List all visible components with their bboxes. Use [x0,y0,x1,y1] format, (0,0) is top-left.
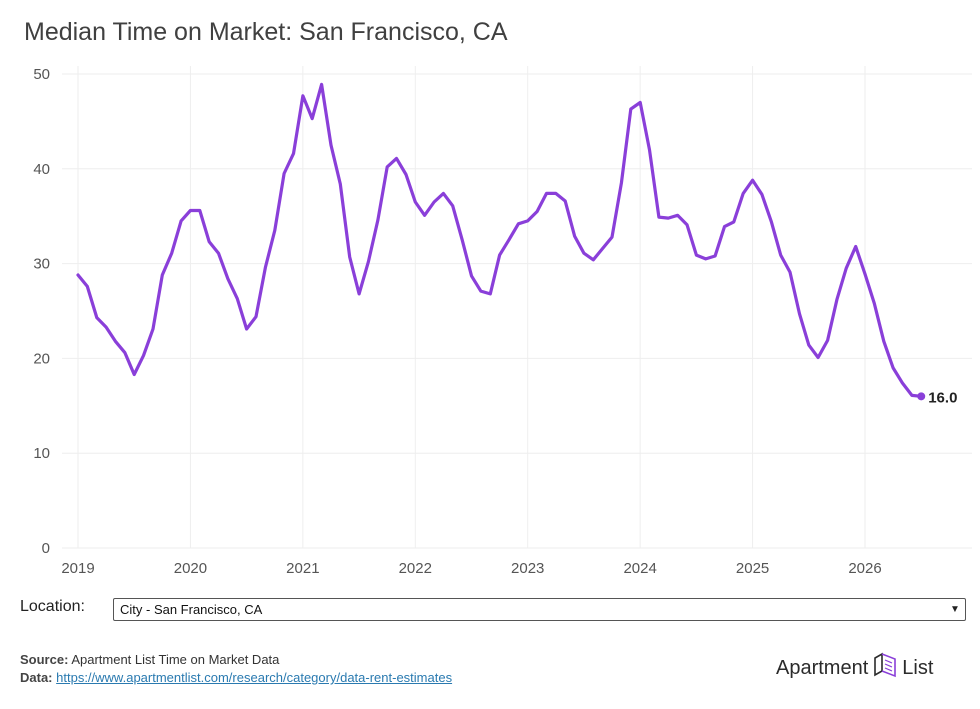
source-label: Source: [20,652,69,667]
end-marker-layer: 16.0 [917,389,957,406]
source-block: Source: Apartment List Time on Market Da… [20,651,452,687]
y-tick-label: 0 [42,540,50,557]
data-link[interactable]: https://www.apartmentlist.com/research/c… [56,670,453,685]
axis-tick-labels: 0 10 20 30 40 50 2019 2020 2021 2022 2023 2024 2025 2… [33,66,881,577]
source-text: Apartment List Time on Market Data [71,652,280,667]
logo-text-right: List [902,656,934,679]
x-tick-label: 2023 [511,560,544,577]
y-tick-label: 20 [33,350,50,367]
x-tick-label: 2021 [286,560,319,577]
data-label: Data: [20,670,53,685]
x-tick-label: 2019 [61,560,94,577]
end-value-label: 16.0 [928,389,957,406]
chart-title: Median Time on Market: San Francisco, CA [24,18,508,46]
x-tick-label: 2025 [736,560,769,577]
location-select-value: City - San Francisco, CA [120,602,263,617]
end-point-marker [917,392,926,401]
apartment-list-logo: Apartment List [776,652,934,684]
y-tick-label: 40 [33,161,50,178]
logo-text-left: Apartment [776,656,869,679]
x-tick-label: 2020 [174,560,207,577]
y-tick-label: 10 [33,445,50,462]
time-on-market-chart: 0 10 20 30 40 50 2019 2020 2021 2022 2023 2024 2025 2… [33,66,972,577]
gridlines [62,66,972,549]
series-line [76,82,923,398]
series-line-layer [76,82,923,398]
x-tick-label: 2022 [399,560,432,577]
location-label: Location: [20,598,85,615]
chevron-down-icon[interactable]: ▼ [950,604,960,615]
data-line: Data: https://www.apartmentlist.com/rese… [20,669,452,687]
y-tick-label: 30 [33,256,50,273]
x-tick-label: 2026 [848,560,881,577]
y-tick-label: 50 [33,66,50,83]
source-line: Source: Apartment List Time on Market Da… [20,651,452,669]
x-tick-label: 2024 [623,560,656,577]
apartment-list-logo-icon [872,652,898,684]
location-select[interactable]: City - San Francisco, CA ▼ [113,598,966,621]
